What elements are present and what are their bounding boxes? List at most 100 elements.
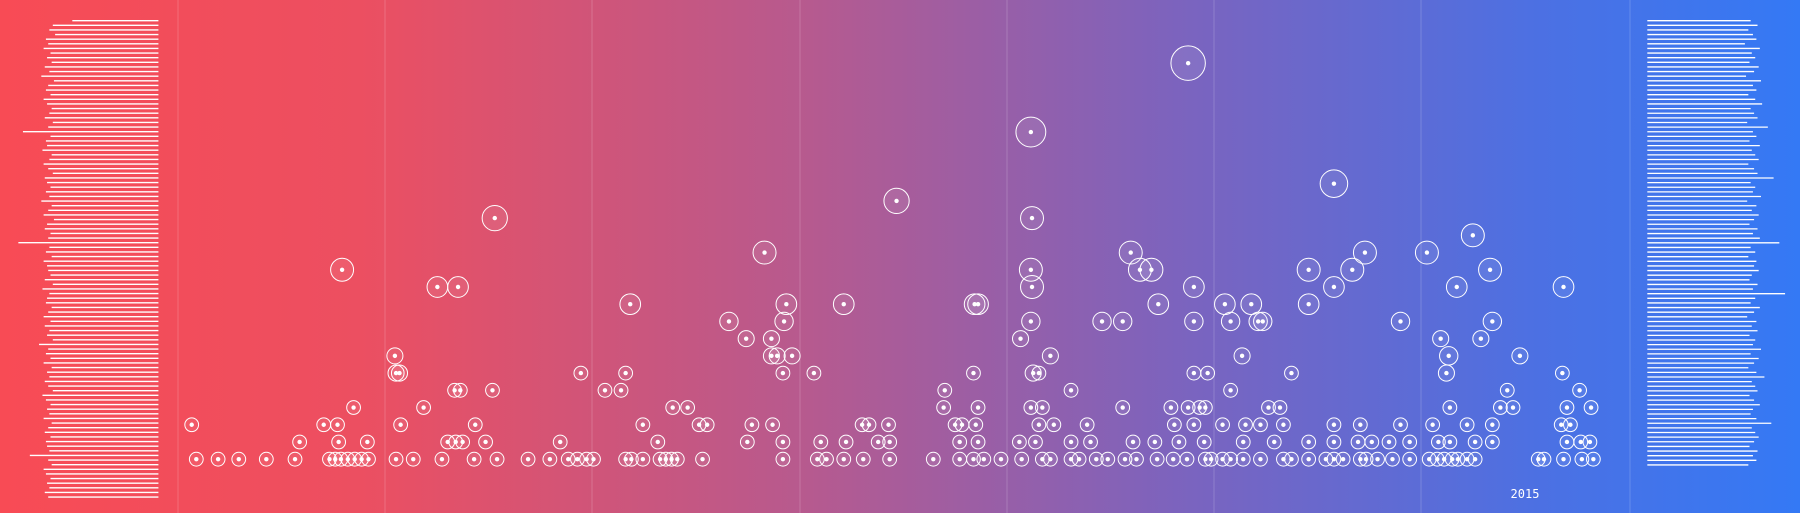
bubble-center <box>818 439 823 445</box>
bubble-center <box>670 405 675 410</box>
bubble-center <box>1306 456 1311 462</box>
bubble-center <box>841 456 846 462</box>
bubble-center <box>351 405 356 410</box>
bubble-center <box>1490 319 1495 324</box>
bubble-center <box>1454 284 1459 290</box>
bubble-center <box>1424 250 1430 255</box>
bubble-center <box>366 456 371 462</box>
bubble-center <box>1122 456 1128 462</box>
bubble-center <box>189 422 194 427</box>
bubble-center <box>411 456 416 462</box>
bubble-center <box>749 422 755 427</box>
bubble-center <box>618 388 624 393</box>
bubble-center <box>1266 405 1271 410</box>
bubble-center <box>1564 439 1570 445</box>
bubble-center <box>1120 319 1125 324</box>
bubble-center <box>1517 353 1523 359</box>
bubble-center <box>236 456 241 462</box>
bubble-center <box>471 456 477 462</box>
bubble-center <box>1152 439 1158 445</box>
bubble-center <box>1036 370 1042 376</box>
bubble-center <box>629 456 634 462</box>
bubble-center <box>726 319 732 324</box>
bubble-center <box>365 439 370 445</box>
bubble-center <box>886 422 891 427</box>
bubble-center <box>1272 439 1277 445</box>
bubble-center <box>1068 439 1074 445</box>
bubble-center <box>1120 405 1125 410</box>
bubble-center <box>1171 456 1176 462</box>
bubble-center <box>1068 388 1074 393</box>
bubble-center <box>1228 388 1233 393</box>
bubble-center <box>492 215 497 221</box>
bubble-center <box>887 456 892 462</box>
bubble-center <box>1331 284 1337 290</box>
bubble-center <box>297 439 302 445</box>
bubble-center <box>1051 422 1057 427</box>
bubble-center <box>1568 422 1573 427</box>
bubble-center <box>1587 439 1593 445</box>
bubble-center <box>942 388 947 393</box>
bubble-center <box>558 439 563 445</box>
bubble-center <box>525 456 531 462</box>
bubble-center <box>1185 405 1191 410</box>
bubble-center <box>1018 336 1023 341</box>
bubble-center <box>336 439 341 445</box>
bubble-center <box>1591 456 1596 462</box>
bubble-center <box>1578 439 1583 445</box>
bubble-center <box>421 405 426 410</box>
bubble-center <box>780 456 786 462</box>
bubble-center <box>494 456 500 462</box>
bubble-center <box>1561 456 1566 462</box>
bubble-center <box>1510 405 1516 410</box>
column-dividers <box>177 0 1631 513</box>
bubble-center <box>628 302 633 307</box>
bubble-center <box>866 422 872 427</box>
bubble-center <box>1355 439 1361 445</box>
bubble-center <box>1260 319 1265 324</box>
bubble-center <box>1390 456 1395 462</box>
bubble-center <box>194 456 199 462</box>
bubble-center <box>1088 439 1093 445</box>
bubble-center <box>1208 456 1214 462</box>
bubble-center <box>1255 319 1261 324</box>
bubble-center <box>1105 456 1110 462</box>
bubble-center <box>959 422 965 427</box>
bubble-center <box>1156 302 1161 307</box>
bubble-center <box>973 422 978 427</box>
bubble-center <box>393 370 399 376</box>
bubble-center <box>264 456 269 462</box>
bubble-center <box>972 302 977 307</box>
bubble-center <box>887 439 892 445</box>
bubble-center <box>1438 336 1443 341</box>
bubble-center <box>1149 267 1154 272</box>
bubble-center <box>1040 405 1045 410</box>
bubble-center <box>1464 422 1470 427</box>
bubble-center <box>781 319 787 324</box>
bubble-center <box>1172 422 1177 427</box>
bubble-center <box>1222 302 1228 307</box>
bubble-center <box>1228 456 1233 462</box>
bubble-center <box>1407 456 1412 462</box>
bubble-center <box>875 439 881 445</box>
bubble-center <box>1430 422 1435 427</box>
bubble-center <box>435 284 440 290</box>
bubble-center <box>941 405 946 410</box>
bubble-center <box>655 439 660 445</box>
bubble-center <box>547 456 553 462</box>
bubble-center <box>1306 267 1311 272</box>
bubble-center <box>774 353 780 359</box>
bubble-center <box>439 456 445 462</box>
bubble-center <box>1258 456 1263 462</box>
bubble-center <box>1048 456 1053 462</box>
bubble-center <box>335 422 340 427</box>
bubble-center <box>1447 439 1453 445</box>
bubble-center <box>292 456 298 462</box>
bubble-center <box>1564 405 1570 410</box>
bubble-center <box>769 353 774 359</box>
bubble-center <box>578 370 584 376</box>
bubble-center <box>1029 284 1035 290</box>
bubble-center <box>1228 319 1233 324</box>
